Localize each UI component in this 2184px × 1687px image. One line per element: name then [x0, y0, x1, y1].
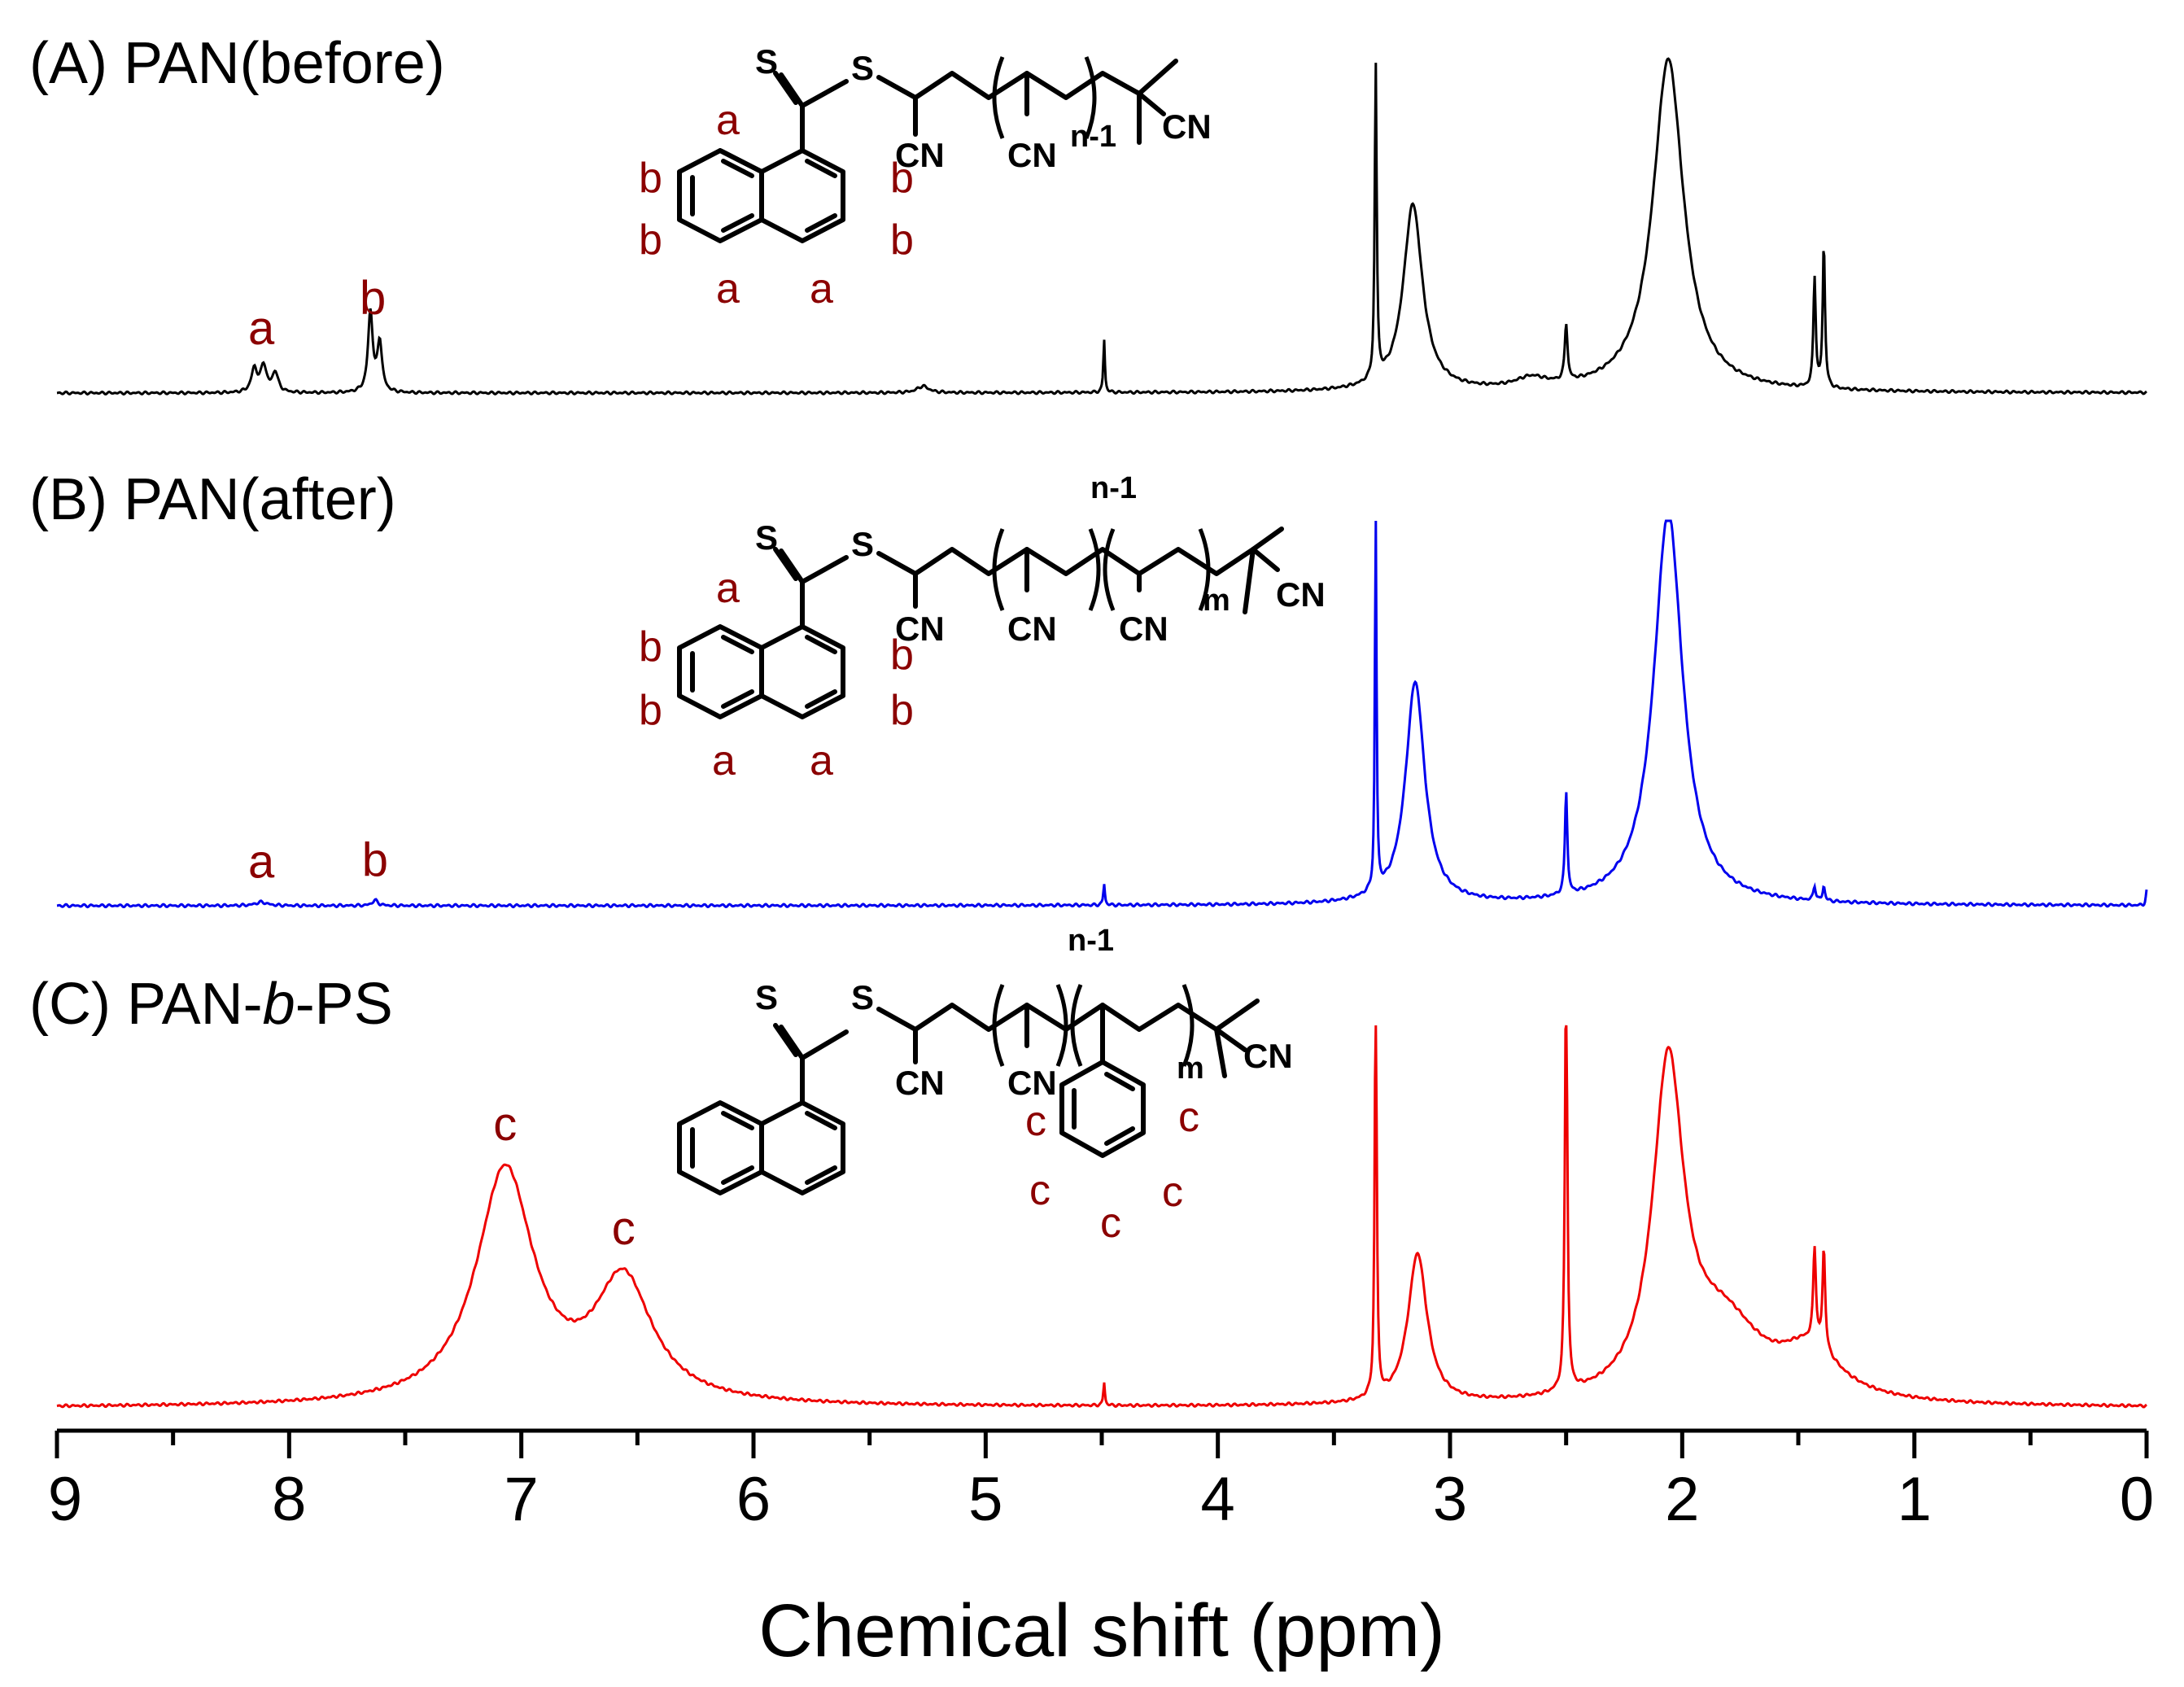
x-tick-label: 3 — [1433, 1465, 1467, 1534]
peak-label-b: b — [362, 833, 388, 886]
x-tick-label: 0 — [2120, 1465, 2154, 1534]
naphthalene-ring-a — [677, 103, 845, 243]
assign-label: b — [890, 687, 914, 734]
atom-s-thione-b: S — [755, 518, 778, 557]
x-tick-label: 8 — [272, 1465, 306, 1534]
x-tick-label: 6 — [736, 1465, 771, 1534]
atom-cn1-a: CN — [895, 136, 945, 174]
atom-cn2-a: CN — [1007, 136, 1057, 174]
x-tick-label: 4 — [1201, 1465, 1235, 1534]
assign-label: b — [639, 155, 662, 202]
panel-label-c: (C) PAN-b-PS — [29, 972, 393, 1037]
peak-labels: a b a b c c — [248, 272, 636, 1255]
panel-label-b: (B) PAN(after) — [29, 467, 396, 532]
atom-s-thione-a: S — [755, 42, 778, 81]
structure-c: S S CN CN n-1 m CN c c c c c — [677, 924, 1293, 1247]
assign-label: a — [712, 737, 736, 784]
assign-label: b — [639, 623, 662, 671]
x-tick-label: 2 — [1665, 1465, 1699, 1534]
x-tick-label: 5 — [968, 1465, 1002, 1534]
naphthalene-ring-c — [677, 1055, 845, 1195]
atom-cn-end-b: CN — [1276, 575, 1326, 614]
assign-label: b — [890, 155, 914, 202]
repeat-label-c2: m — [1177, 1051, 1204, 1086]
structure-a: S S CN CN n-1 CN a a a b b b b — [639, 42, 1212, 312]
assign-label: c — [1025, 1098, 1046, 1145]
benzene-ring-c — [1059, 1060, 1146, 1158]
atom-cn1-b: CN — [895, 610, 945, 648]
naphthalene-ring-b — [677, 579, 845, 719]
x-tick-label: 9 — [48, 1465, 82, 1534]
assign-label: b — [639, 216, 662, 264]
x-axis-ticks: 9 8 7 6 5 4 3 2 1 0 — [48, 1431, 2154, 1534]
atom-cn3-b: CN — [1119, 610, 1168, 648]
assign-label: a — [810, 737, 833, 784]
assign-label: b — [890, 216, 914, 264]
x-tick-label: 7 — [505, 1465, 539, 1534]
peak-label-a: a — [248, 836, 275, 889]
assign-label: a — [716, 265, 740, 312]
structure-b: S S CN CN CN n-1 m CN a a a b b b b — [639, 471, 1326, 784]
repeat-label-a: n-1 — [1070, 120, 1116, 154]
atom-s-thio-b: S — [851, 525, 874, 563]
assign-label: a — [716, 97, 740, 144]
panel-label-c-suffix: -PS — [295, 972, 393, 1037]
atom-cn1-c: CN — [895, 1064, 945, 1102]
assign-label: b — [639, 687, 662, 734]
repeat-label-b2: m — [1203, 583, 1230, 618]
assign-label: c — [1029, 1167, 1051, 1214]
spectrum-trace-pan-before — [56, 57, 2147, 396]
x-axis-title: Chemical shift (ppm) — [758, 1589, 1445, 1672]
assign-label: c — [1162, 1169, 1183, 1216]
atom-s-thione-c: S — [755, 978, 778, 1016]
atom-cn2-c: CN — [1007, 1064, 1057, 1102]
peak-label-a: a — [248, 302, 275, 355]
assign-label: c — [1178, 1094, 1199, 1141]
atom-cn-end-a: CN — [1162, 107, 1212, 146]
atom-s-thio-c: S — [851, 978, 874, 1016]
atom-s-thio-a: S — [851, 49, 874, 87]
assign-label: a — [716, 565, 740, 612]
peak-label-c: c — [612, 1202, 636, 1255]
atom-cn-end-c: CN — [1243, 1037, 1293, 1075]
peak-label-b: b — [360, 272, 386, 325]
panel-label-a: (A) PAN(before) — [29, 31, 445, 96]
x-tick-label: 1 — [1898, 1465, 1932, 1534]
assign-label: a — [810, 265, 833, 312]
assign-label: c — [1100, 1200, 1121, 1247]
repeat-label-c1: n-1 — [1068, 924, 1114, 958]
spectrum-trace-pan-b-ps — [56, 1025, 2147, 1409]
peak-label-c: c — [493, 1098, 517, 1151]
spectrum-trace-pan-after — [56, 519, 2148, 909]
panel-label-c-italic: b — [263, 972, 295, 1037]
assign-label: b — [890, 632, 914, 679]
atom-cn2-b: CN — [1007, 610, 1057, 648]
repeat-bracket-a — [992, 56, 1005, 139]
panel-label-c-prefix: (C) PAN- — [29, 972, 263, 1037]
repeat-label-b1: n-1 — [1090, 471, 1137, 505]
